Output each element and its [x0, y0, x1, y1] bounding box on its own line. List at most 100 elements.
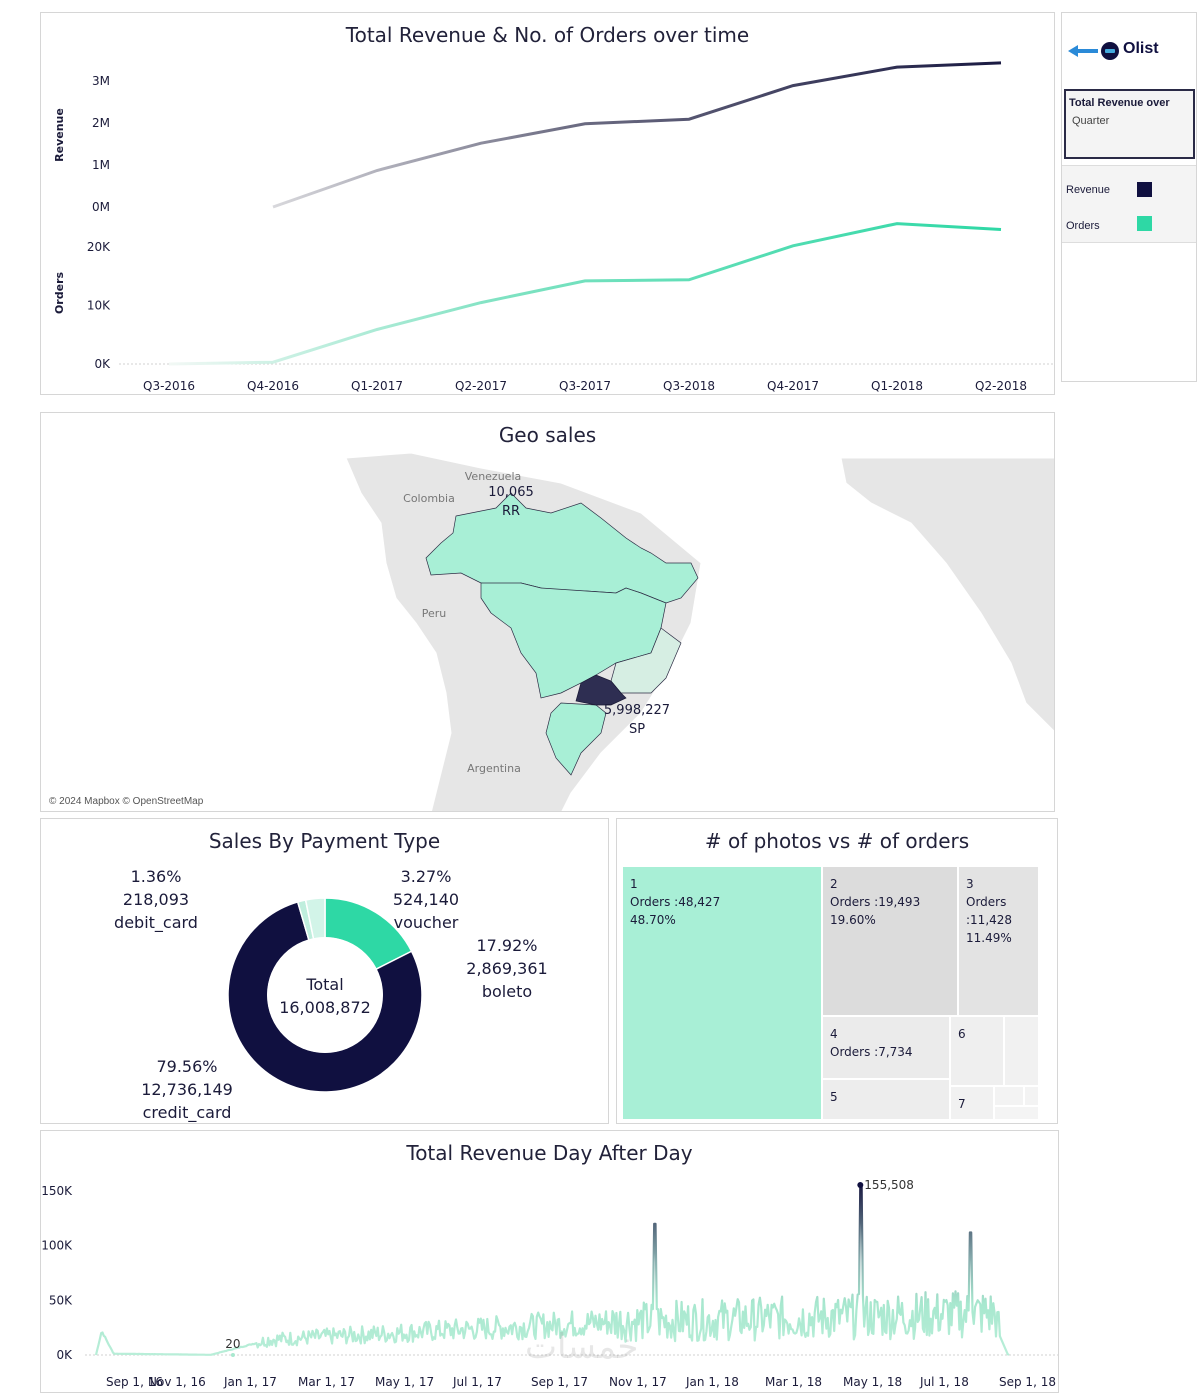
treemap-tile-4[interactable]: 4 Orders :7,734	[822, 1016, 950, 1079]
daily-x-tick-label: Jul 1, 18	[919, 1375, 969, 1389]
daily-title: Total Revenue Day After Day	[406, 1141, 693, 1165]
tile-6-photos: 6	[958, 1027, 966, 1041]
legend-item-revenue[interactable]: Revenue	[1066, 180, 1186, 197]
timeline-chart: Revenue Orders 0M 1M 2M 3M 0K 10K 20K Q3-2016 Q…	[53, 61, 1054, 393]
daily-x-tick-label: Nov 1, 16	[148, 1375, 206, 1389]
quarter-tick-label: Q4-2016	[247, 379, 299, 393]
daily-x-tick-label: Jan 1, 18	[685, 1375, 739, 1389]
treemap-tile-small-a[interactable]	[1004, 1016, 1039, 1086]
debit-value: 218,093	[122, 890, 190, 909]
geo-panel: Geo sales Venezuela Colombia Peru Argentina…	[40, 412, 1055, 812]
tile-3-photos: 3	[966, 877, 974, 891]
daily-x-tick-label: Jan 1, 17	[223, 1375, 277, 1389]
debit-name: debit_card	[114, 913, 198, 932]
payment-panel: Sales By Payment Type Total 16,008,872 1…	[40, 818, 609, 1124]
treemap-tile-5[interactable]: 5	[822, 1079, 950, 1120]
geo-title: Geo sales	[498, 423, 597, 447]
country-label: Argentina	[467, 762, 521, 775]
daily-x-tick-label: Mar 1, 17	[298, 1375, 355, 1389]
rr-state: RR	[501, 504, 521, 519]
donut-total-value: 16,008,872	[279, 998, 371, 1017]
tile-2-orders: Orders :19,493	[830, 895, 921, 909]
tile-1-pct: 48.70%	[630, 913, 676, 927]
quarter-filter[interactable]: Total Revenue over Quarter	[1064, 89, 1195, 159]
photos-title: # of photos vs # of orders	[704, 829, 970, 853]
daily-x-tick-label: May 1, 17	[375, 1375, 434, 1389]
treemap-tile-3[interactable]: 3 Orders :11,428 11.49%	[958, 866, 1039, 1016]
donut-center-label: Total 16,008,872	[265, 973, 385, 1019]
credit-name: credit_card	[142, 1103, 232, 1122]
country-label: Colombia	[403, 492, 455, 505]
sp-state: SP	[628, 722, 646, 737]
treemap-tile-small-b[interactable]	[994, 1086, 1024, 1106]
daily-x-tick-label: Mar 1, 18	[765, 1375, 822, 1389]
country-label: Venezuela	[465, 470, 522, 483]
min-point[interactable]	[230, 1352, 235, 1357]
africa-land	[840, 457, 1054, 732]
daily-x-tick-label: Sep 1, 17	[531, 1375, 588, 1389]
daily-x-tick-label: Nov 1, 17	[609, 1375, 667, 1389]
peak-label: 155,508	[864, 1178, 914, 1192]
treemap-tile-small-c[interactable]	[1024, 1086, 1039, 1106]
donut-total-label: Total	[306, 975, 344, 994]
revenue-series-line	[272, 61, 1002, 209]
treemap-tile-7[interactable]: 7	[950, 1086, 994, 1120]
timeline-panel: Total Revenue & No. of Orders over time …	[40, 12, 1055, 395]
legend: Revenue Orders	[1062, 165, 1196, 243]
timeline-title: Total Revenue & No. of Orders over time	[345, 23, 750, 47]
country-label: Peru	[422, 607, 447, 620]
tile-1-photos: 1	[630, 877, 638, 891]
credit-value: 12,736,149	[141, 1080, 233, 1099]
tile-1-orders: Orders :48,427	[630, 895, 721, 909]
voucher-value: 524,140	[392, 890, 460, 909]
rr-value: 10,065	[488, 485, 534, 500]
treemap-tile-1[interactable]: 1 Orders :48,427 48.70%	[622, 866, 822, 1120]
daily-panel: Total Revenue Day After Day 150K 100K 50K 0…	[40, 1130, 1059, 1393]
tile-2-pct: 19.60%	[830, 913, 876, 927]
legend-item-orders[interactable]: Orders	[1066, 216, 1186, 232]
brazil-south-states[interactable]	[545, 702, 607, 776]
daily-revenue-line	[94, 1183, 1010, 1356]
photos-panel: # of photos vs # of orders 1 Orders :48,…	[616, 818, 1058, 1124]
map-attribution[interactable]: © 2024 Mapbox © OpenStreetMap	[49, 796, 204, 807]
orders-swatch	[1137, 216, 1152, 231]
back-arrow-icon[interactable]	[1066, 42, 1100, 60]
brazil-sao-paulo[interactable]	[575, 674, 627, 706]
label-boleto: 17.92% 2,869,361 boleto	[452, 934, 562, 1003]
boleto-value: 2,869,361	[466, 959, 548, 978]
revenue-tick-label: 1M	[92, 158, 110, 172]
label-credit-card: 79.56% 12,736,149 credit_card	[127, 1055, 247, 1124]
sp-value: 5,998,227	[603, 703, 671, 718]
boleto-name: boleto	[481, 982, 533, 1001]
olist-logo-text: Olist	[1123, 40, 1159, 57]
treemap-tile-6[interactable]: 6	[950, 1016, 1004, 1086]
geo-map[interactable]: Venezuela Colombia Peru Argentina	[41, 413, 1055, 812]
rr-label: 10,065 RR	[471, 483, 551, 521]
peak-point[interactable]	[857, 1181, 864, 1188]
tile-4-photos: 4	[830, 1027, 838, 1041]
label-debit-card: 1.36% 218,093 debit_card	[101, 865, 211, 934]
quarter-tick-label: Q3-2016	[143, 379, 195, 393]
daily-y-tick-label: 0K	[56, 1348, 73, 1362]
donut-hole	[267, 937, 383, 1053]
tile-3-pct: 11.49%	[966, 931, 1012, 945]
voucher-pct: 3.27%	[400, 867, 452, 886]
treemap-tile-2[interactable]: 2 Orders :19,493 19.60%	[822, 866, 958, 1016]
legend-label-orders: Orders	[1066, 220, 1100, 232]
orders-series-line	[168, 222, 1002, 366]
sidebar-panel: Olist Total Revenue over Quarter Revenue…	[1061, 12, 1197, 382]
treemap-tile-small-d[interactable]	[994, 1106, 1039, 1120]
tile-3-orders: Orders	[966, 895, 1007, 909]
boleto-pct: 17.92%	[476, 936, 538, 955]
payment-title: Sales By Payment Type	[208, 829, 441, 853]
payment-donut	[227, 897, 423, 1093]
revenue-tick-label: 2M	[92, 116, 110, 130]
quarter-tick-label: Q3-2018	[663, 379, 715, 393]
filter-title: Total Revenue over	[1069, 97, 1170, 109]
daily-y-tick-label: 50K	[49, 1293, 73, 1307]
tile-5-photos: 5	[830, 1090, 838, 1104]
quarter-tick-label: Q1-2018	[871, 379, 923, 393]
daily-y-tick-label: 100K	[41, 1239, 73, 1253]
label-voucher: 3.27% 524,140 voucher	[371, 865, 481, 934]
